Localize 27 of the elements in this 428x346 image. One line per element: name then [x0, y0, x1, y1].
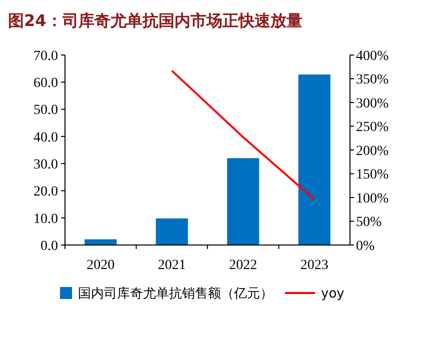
- y2-tick-label: 0%: [356, 238, 375, 254]
- x-tick-label: 2021: [158, 258, 186, 273]
- legend-label: yoy: [321, 286, 345, 302]
- y2-tick-label: 150%: [356, 168, 389, 183]
- y-tick-label: 50.0: [34, 103, 58, 118]
- bar: [298, 74, 330, 245]
- y-tick-label: 40.0: [34, 130, 58, 146]
- y-tick-label: 60.0: [34, 76, 58, 92]
- y2-tick-label: 50%: [356, 215, 382, 230]
- y-tick-label: 30.0: [34, 157, 58, 172]
- y2-tick-label: 250%: [356, 120, 389, 136]
- bar: [227, 158, 260, 245]
- y-tick-label: 20.0: [34, 184, 58, 200]
- y2-tick-label: 300%: [356, 96, 389, 112]
- x-tick-label: 2022: [229, 258, 258, 273]
- y2-tick-label: 100%: [356, 191, 389, 206]
- y-tick-label: 70.0: [34, 48, 58, 64]
- legend-label: 国内司库奇尤单抗销售额（亿元）: [78, 286, 273, 302]
- y2-tick-label: 200%: [356, 144, 389, 159]
- y2-tick-label: 400%: [356, 48, 389, 64]
- x-tick-label: 2023: [300, 258, 328, 273]
- y2-tick-label: 350%: [356, 72, 389, 88]
- bar: [156, 218, 188, 245]
- y-tick-label: 10.0: [34, 212, 58, 227]
- y-tick-label: 0.0: [40, 238, 58, 254]
- chart-title: 图24：司库奇尤单抗国内市场正快速放量: [8, 11, 302, 30]
- x-tick-label: 2020: [86, 258, 115, 273]
